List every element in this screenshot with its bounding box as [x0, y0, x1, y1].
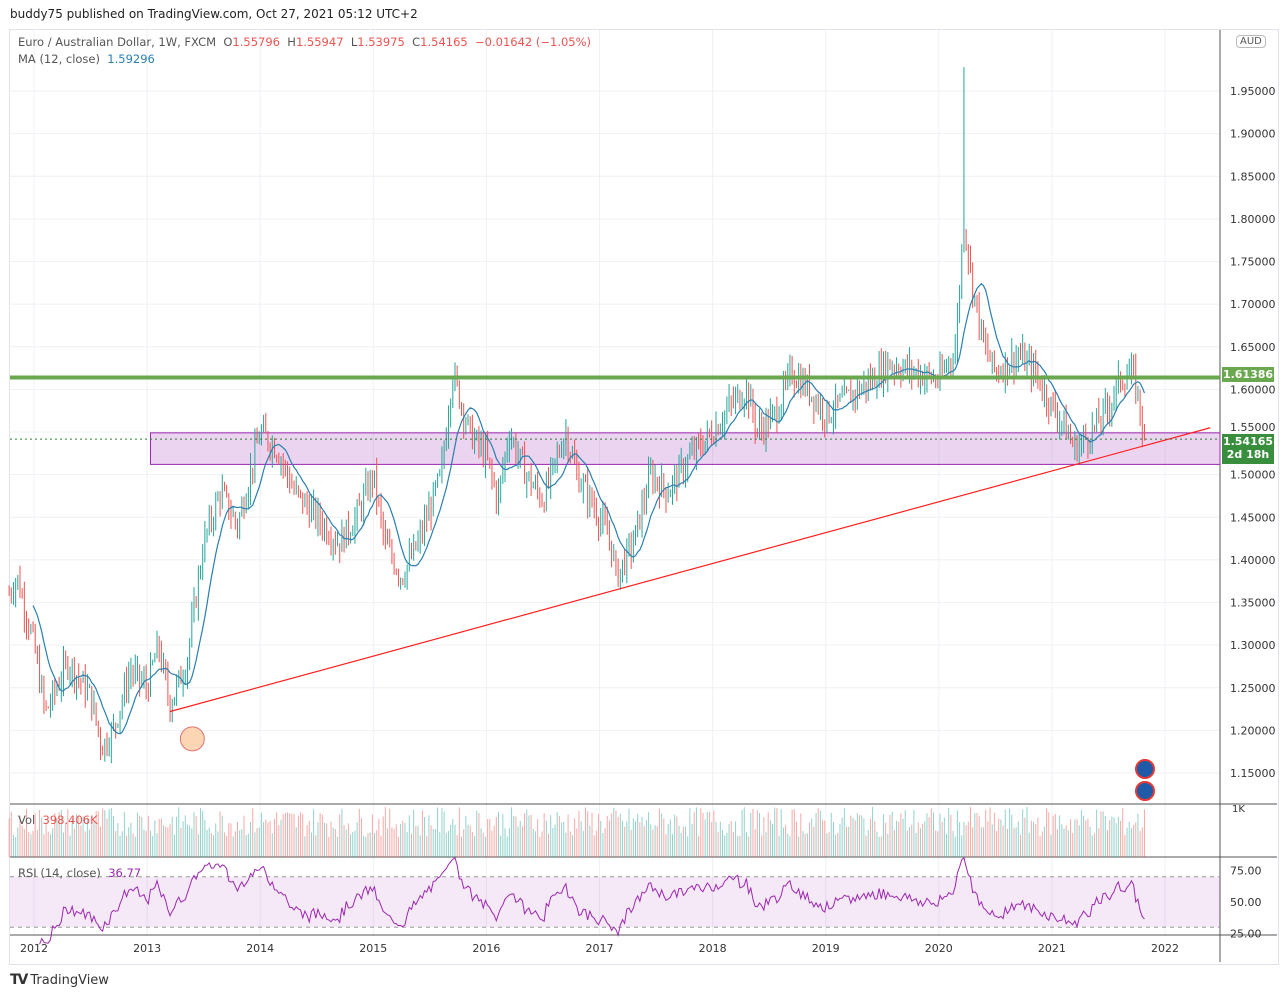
close-value: 1.54165 [420, 35, 468, 49]
low-value: 1.53975 [357, 35, 405, 49]
rsi-tick-label: 50.00 [1230, 896, 1262, 909]
price-tick-label: 1.35000 [1230, 597, 1276, 610]
x-tick-label: 2021 [1038, 942, 1066, 955]
x-tick-label: 2019 [812, 942, 840, 955]
high-value: 1.55947 [295, 35, 344, 49]
price-tick-label: 1.60000 [1230, 383, 1276, 396]
price-tick-label: 1.70000 [1230, 298, 1276, 311]
rsi-value: 36.77 [108, 866, 142, 880]
x-tick-label: 2013 [133, 942, 161, 955]
rsi-legend[interactable]: RSI (14, close) 36.77 [18, 866, 141, 880]
price-tick-label: 1.50000 [1230, 469, 1276, 482]
tv-logo-icon: TV [10, 972, 28, 988]
ma-label: MA (12, close) [18, 52, 100, 66]
x-tick-label: 2017 [586, 942, 614, 955]
currency-badge[interactable]: AUD [1236, 35, 1266, 48]
ma-legend[interactable]: MA (12, close) 1.59296 [18, 52, 155, 66]
price-tick-label: 1.15000 [1230, 767, 1276, 780]
price-tick-label: 1.85000 [1230, 170, 1276, 183]
vol-tick-label: 1K [1232, 804, 1245, 815]
symbol-name[interactable]: Euro / Australian Dollar, 1W, FXCM [18, 35, 217, 49]
vol-label: Vol [18, 813, 36, 827]
rsi-line [39, 856, 1145, 945]
ma-line [32, 282, 1146, 735]
rsi-tick-label: 75.00 [1230, 865, 1262, 878]
open-value: 1.55796 [232, 35, 280, 49]
x-tick-label: 2020 [925, 942, 953, 955]
rsi-tick-label: 25.00 [1230, 928, 1262, 941]
x-tick-label: 2018 [699, 942, 727, 955]
price-tick-label: 1.20000 [1230, 724, 1276, 737]
price-tick-label: 1.55000 [1230, 421, 1276, 434]
price-tick-label: 1.80000 [1230, 213, 1276, 226]
change-value: −0.01642 (−1.05%) [475, 35, 592, 49]
high-label: H [287, 35, 296, 49]
x-tick-label: 2016 [472, 942, 500, 955]
price-tick-label: 1.75000 [1230, 256, 1276, 269]
price-tick-label: 1.25000 [1230, 682, 1276, 695]
rsi-label: RSI (14, close) [18, 866, 101, 880]
low-label: L [350, 35, 358, 49]
x-tick-label: 2012 [20, 942, 48, 955]
open-label: O [223, 35, 233, 49]
price-tick-label: 1.45000 [1230, 511, 1276, 524]
x-tick-label: 2015 [359, 942, 387, 955]
marker-circle [179, 726, 205, 752]
brand-name: TradingView [30, 972, 109, 988]
chart-frame[interactable] [9, 29, 1279, 965]
price-tick-label: 1.40000 [1230, 554, 1276, 567]
tradingview-logo[interactable]: TV TradingView [10, 972, 109, 988]
vol-legend[interactable]: Vol 398.406K [18, 813, 98, 827]
last-price-tag: 1.54165 2d 18h [1222, 434, 1274, 464]
x-tick-label: 2022 [1151, 942, 1179, 955]
price-tick-label: 1.30000 [1230, 639, 1276, 652]
price-tick-label: 1.90000 [1230, 128, 1276, 141]
price-tick-label: 1.65000 [1230, 341, 1276, 354]
close-label: C [412, 35, 421, 49]
x-tick-label: 2014 [246, 942, 274, 955]
trend-line [169, 427, 1211, 713]
vol-value: 398.406K [42, 813, 98, 827]
last-price: 1.54165 [1222, 435, 1274, 448]
eu-flag-icon [1135, 781, 1155, 801]
level-price-tag: 1.61386 [1222, 367, 1274, 382]
publish-header: buddy75 published on TradingView.com, Oc… [10, 7, 418, 21]
ma-value: 1.59296 [107, 52, 155, 66]
symbol-legend: Euro / Australian Dollar, 1W, FXCM O1.55… [18, 35, 591, 49]
bar-countdown: 2d 18h [1226, 448, 1270, 461]
price-tick-label: 1.95000 [1230, 85, 1276, 98]
rsi-band [10, 876, 1220, 928]
au-flag-icon [1135, 759, 1155, 779]
